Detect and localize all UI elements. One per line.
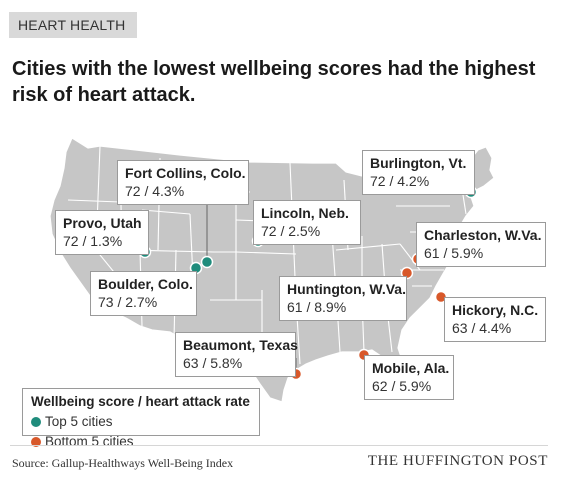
callout-mobile: Mobile, Ala. 62 / 5.9%	[364, 355, 454, 400]
city-name: Boulder, Colo.	[98, 276, 193, 292]
city-name: Huntington, W.Va.	[287, 281, 406, 297]
callout-fort-collins: Fort Collins, Colo. 72 / 4.3%	[117, 160, 249, 205]
legend-item-top: Top 5 cities	[31, 412, 113, 432]
source-note: Source: Gallup-Healthways Well-Being Ind…	[12, 456, 234, 470]
city-name: Burlington, Vt.	[370, 155, 467, 171]
callout-hickory: Hickory, N.C. 63 / 4.4%	[444, 297, 546, 342]
orange-dot-icon	[31, 437, 41, 447]
city-name: Provo, Utah	[63, 215, 142, 231]
callout-provo: Provo, Utah 72 / 1.3%	[55, 210, 149, 255]
city-value: 73 / 2.7%	[98, 294, 158, 310]
legend: Wellbeing score / heart attack rate Top …	[22, 388, 260, 449]
marker-huntington	[400, 266, 414, 280]
city-name: Hickory, N.C.	[452, 302, 539, 318]
city-value: 72 / 4.3%	[125, 183, 185, 199]
legend-item-bottom: Bottom 5 cities	[31, 432, 134, 452]
city-value: 72 / 4.2%	[370, 173, 430, 189]
city-name: Mobile, Ala.	[372, 360, 450, 376]
brand-logo: THE HUFFINGTON POST	[367, 453, 548, 469]
city-name: Beaumont, Texas	[183, 337, 298, 353]
city-value: 63 / 4.4%	[452, 320, 512, 336]
callout-charleston: Charleston, W.Va. 61 / 5.9%	[416, 222, 546, 267]
city-value: 72 / 2.5%	[261, 223, 321, 239]
callout-burlington: Burlington, Vt. 72 / 4.2%	[362, 150, 475, 195]
callout-lincoln: Lincoln, Neb. 72 / 2.5%	[253, 200, 361, 245]
marker-fort-collins	[200, 255, 214, 269]
teal-dot-icon	[31, 417, 41, 427]
city-name: Lincoln, Neb.	[261, 205, 349, 221]
city-value: 72 / 1.3%	[63, 233, 123, 249]
legend-bottom-label: Bottom 5 cities	[45, 434, 134, 449]
headline: Cities with the lowest wellbeing scores …	[12, 58, 536, 106]
city-name: Fort Collins, Colo.	[125, 165, 246, 181]
footer-divider	[10, 445, 548, 446]
legend-top-label: Top 5 cities	[45, 414, 113, 429]
legend-title: Wellbeing score / heart attack rate	[31, 394, 250, 409]
city-name: Charleston, W.Va.	[424, 227, 542, 243]
city-value: 61 / 8.9%	[287, 299, 347, 315]
section-kicker: HEART HEALTH	[9, 12, 137, 38]
callout-beaumont: Beaumont, Texas 63 / 5.8%	[175, 332, 298, 377]
city-value: 61 / 5.9%	[424, 245, 484, 261]
legend-row: Top 5 cities Bottom 5 cities	[31, 412, 251, 452]
callout-huntington: Huntington, W.Va. 61 / 8.9%	[279, 276, 407, 321]
city-value: 63 / 5.8%	[183, 355, 243, 371]
callout-boulder: Boulder, Colo. 73 / 2.7%	[90, 271, 197, 316]
city-value: 62 / 5.9%	[372, 378, 432, 394]
